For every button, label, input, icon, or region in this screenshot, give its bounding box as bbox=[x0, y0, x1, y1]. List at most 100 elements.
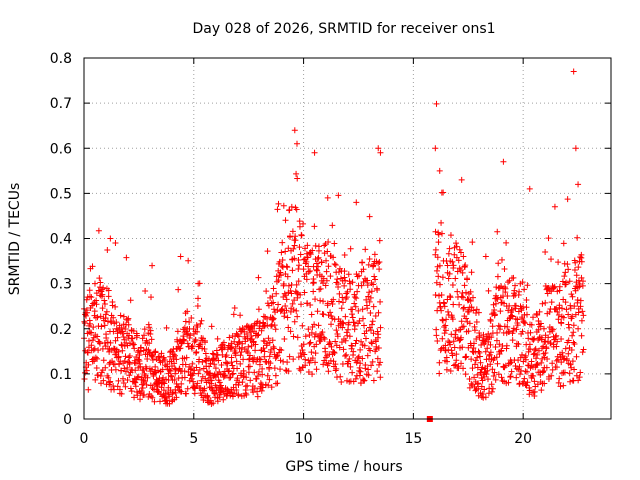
data-point bbox=[85, 386, 92, 393]
data-point bbox=[561, 369, 568, 376]
data-point bbox=[177, 345, 184, 352]
data-point bbox=[557, 383, 564, 390]
data-point bbox=[81, 375, 88, 382]
data-point bbox=[351, 293, 358, 300]
data-point bbox=[525, 335, 532, 342]
data-point bbox=[447, 368, 454, 374]
data-point bbox=[325, 312, 332, 319]
data-point bbox=[265, 382, 272, 389]
data-point bbox=[577, 369, 584, 376]
data-point bbox=[232, 349, 239, 356]
data-point bbox=[290, 356, 297, 363]
data-point bbox=[462, 371, 469, 378]
data-point bbox=[476, 349, 483, 356]
data-point bbox=[333, 365, 340, 372]
data-point bbox=[261, 353, 268, 360]
data-point bbox=[259, 365, 266, 372]
data-point bbox=[193, 364, 200, 371]
data-point bbox=[172, 389, 179, 396]
data-point bbox=[272, 372, 279, 379]
y-tick-label: 0.8 bbox=[50, 51, 72, 67]
data-point bbox=[92, 354, 99, 361]
data-point bbox=[107, 235, 114, 242]
data-point bbox=[560, 314, 567, 321]
data-point bbox=[500, 158, 507, 165]
data-point bbox=[202, 350, 209, 357]
data-point bbox=[520, 378, 527, 385]
data-point bbox=[482, 253, 489, 260]
data-point bbox=[177, 253, 184, 260]
data-point bbox=[372, 276, 379, 283]
data-point bbox=[360, 266, 367, 273]
data-point bbox=[494, 273, 501, 280]
data-point bbox=[439, 274, 446, 281]
data-point bbox=[556, 304, 563, 311]
data-point bbox=[253, 375, 260, 382]
data-point bbox=[302, 245, 309, 252]
data-point bbox=[238, 344, 245, 351]
data-point bbox=[357, 360, 364, 367]
data-point bbox=[524, 311, 531, 318]
data-point bbox=[231, 390, 238, 397]
data-point bbox=[286, 353, 293, 360]
data-point bbox=[163, 376, 170, 383]
data-point bbox=[360, 278, 367, 285]
data-point bbox=[435, 273, 442, 280]
data-point bbox=[217, 382, 224, 389]
data-point bbox=[259, 371, 266, 378]
data-point bbox=[515, 341, 522, 348]
data-point bbox=[166, 366, 173, 373]
data-point bbox=[268, 384, 275, 391]
data-point bbox=[129, 335, 136, 342]
data-point bbox=[349, 306, 356, 313]
data-point bbox=[190, 378, 197, 385]
data-point bbox=[248, 333, 255, 340]
data-point bbox=[353, 199, 360, 206]
data-point bbox=[493, 337, 500, 344]
data-point bbox=[433, 326, 440, 333]
data-point bbox=[124, 376, 131, 383]
data-point bbox=[93, 365, 100, 372]
data-point bbox=[531, 388, 538, 395]
data-point bbox=[156, 353, 163, 360]
data-point bbox=[188, 345, 195, 352]
data-point bbox=[243, 374, 250, 381]
data-point bbox=[356, 372, 363, 379]
data-point bbox=[567, 305, 574, 312]
data-point bbox=[269, 337, 276, 344]
data-point bbox=[336, 298, 343, 305]
data-point bbox=[212, 365, 219, 372]
data-point bbox=[572, 259, 579, 266]
data-point bbox=[305, 368, 312, 375]
data-point bbox=[291, 318, 298, 325]
data-point bbox=[488, 334, 495, 341]
data-point bbox=[460, 305, 467, 312]
data-point bbox=[471, 374, 478, 381]
data-point bbox=[432, 228, 439, 235]
data-point bbox=[573, 353, 580, 360]
data-point bbox=[366, 289, 373, 296]
data-point bbox=[442, 347, 449, 354]
data-point bbox=[324, 194, 331, 201]
data-point bbox=[227, 392, 234, 399]
y-axis-label: SRMTID / TECUs bbox=[7, 183, 23, 296]
data-point bbox=[534, 361, 541, 368]
data-point bbox=[579, 349, 586, 356]
data-point bbox=[436, 281, 443, 288]
data-point bbox=[432, 246, 439, 253]
data-point bbox=[172, 366, 179, 373]
data-point bbox=[458, 334, 465, 341]
data-point bbox=[325, 368, 332, 375]
data-point bbox=[107, 318, 114, 325]
data-point bbox=[485, 338, 492, 345]
data-point bbox=[354, 288, 361, 295]
data-point bbox=[507, 360, 514, 367]
data-point bbox=[238, 349, 245, 356]
data-point bbox=[504, 279, 511, 286]
data-point bbox=[211, 361, 218, 368]
data-point bbox=[330, 296, 337, 303]
data-point bbox=[501, 266, 508, 273]
data-point bbox=[198, 377, 205, 384]
data-point bbox=[344, 326, 351, 333]
data-point bbox=[275, 277, 282, 284]
